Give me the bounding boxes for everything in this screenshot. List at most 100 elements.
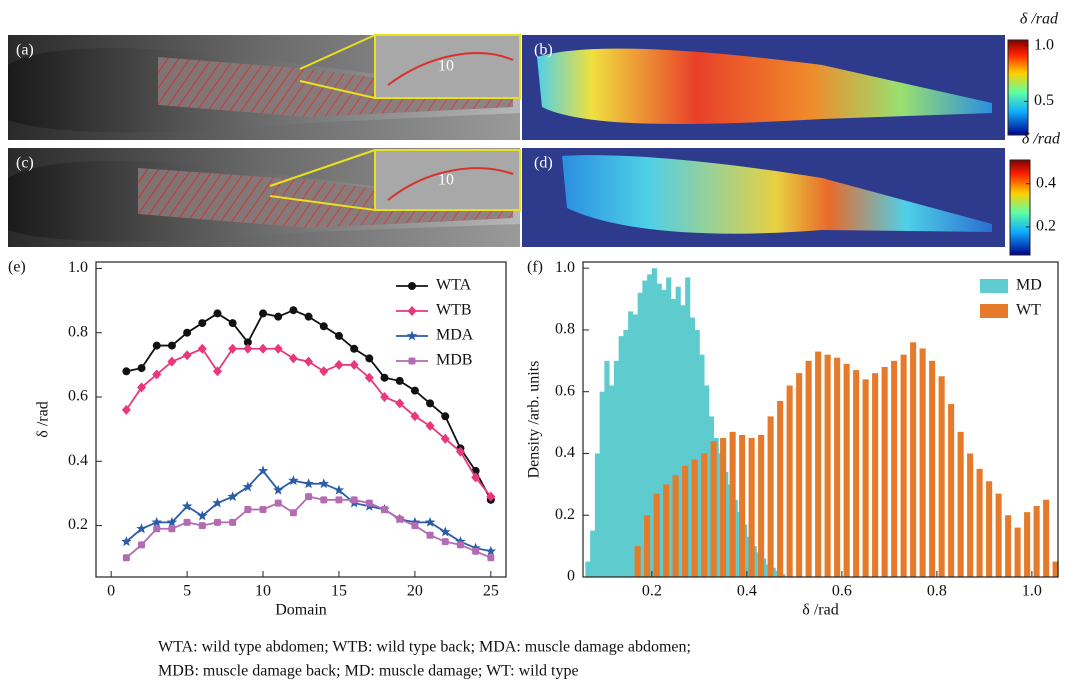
- marker: [409, 516, 421, 527]
- marker: [380, 373, 389, 382]
- y-tick-label: 0.6: [68, 388, 88, 405]
- x-tick-label: 10: [255, 583, 271, 600]
- marker: [121, 404, 131, 415]
- marker: [289, 509, 297, 517]
- marker: [305, 493, 313, 501]
- x-tick-label: 0.4: [737, 583, 757, 600]
- legend-label: MD: [1016, 277, 1042, 294]
- inset-label: 10: [438, 58, 454, 75]
- histogram-bar: [585, 561, 591, 577]
- histogram-bar: [634, 546, 641, 577]
- marker: [350, 344, 359, 353]
- marker: [441, 412, 450, 421]
- marker: [181, 500, 193, 511]
- histogram-bar: [618, 336, 624, 577]
- histogram-bar: [670, 299, 677, 577]
- marker: [410, 411, 420, 422]
- histogram-bar: [843, 363, 850, 577]
- histogram-bar: [1005, 515, 1012, 577]
- marker: [166, 516, 178, 527]
- marker: [121, 536, 132, 547]
- marker: [243, 343, 253, 354]
- marker: [228, 319, 237, 328]
- marker: [182, 350, 192, 361]
- legend-label: MDB: [436, 352, 472, 369]
- marker: [395, 376, 404, 385]
- histogram-bar: [881, 367, 888, 577]
- histogram-bar: [853, 370, 860, 577]
- marker: [335, 496, 343, 504]
- marker: [243, 338, 252, 347]
- marker: [273, 343, 283, 354]
- inset-label: 10: [438, 172, 454, 189]
- x-tick-label: 15: [331, 583, 347, 600]
- histogram-bar: [691, 459, 698, 577]
- colorbar-title: δ /rad: [1022, 131, 1061, 148]
- histogram-bar: [900, 354, 907, 577]
- panel-d: (d): [522, 148, 1005, 247]
- marker: [395, 398, 405, 409]
- histogram-bar: [739, 434, 746, 577]
- marker: [152, 369, 162, 380]
- y-axis-label: Density /arb. units: [526, 361, 543, 479]
- legend-marker: [406, 330, 418, 341]
- histogram-bar: [661, 289, 667, 577]
- y-tick-label: 0.2: [555, 506, 575, 523]
- histogram-bar: [1052, 561, 1059, 577]
- histogram-bar: [767, 416, 774, 577]
- panel-label: (f): [527, 259, 543, 276]
- marker: [365, 499, 373, 507]
- histogram-bar: [689, 317, 696, 577]
- marker: [258, 343, 268, 354]
- histogram-bar: [986, 481, 993, 577]
- marker: [486, 491, 496, 502]
- y-tick-label: 0.8: [68, 323, 88, 340]
- marker: [259, 309, 268, 318]
- y-tick-label: 1.0: [555, 259, 575, 276]
- histogram-bar: [929, 360, 936, 577]
- histogram-bar: [609, 385, 615, 577]
- histogram-bar: [1014, 527, 1021, 577]
- marker: [213, 309, 222, 318]
- histogram-bar: [590, 530, 596, 577]
- x-tick-label: 0.8: [927, 583, 947, 600]
- legend-marker: [407, 306, 417, 316]
- marker: [198, 319, 207, 328]
- histogram-bar: [628, 311, 634, 577]
- histogram-bar: [995, 493, 1002, 577]
- legend-swatch: [980, 304, 1008, 318]
- histogram-bar: [1024, 512, 1031, 577]
- marker: [242, 481, 254, 492]
- histogram-bar: [701, 453, 708, 577]
- marker: [257, 465, 269, 476]
- marker: [227, 491, 238, 502]
- y-tick-label: 0.2: [68, 516, 88, 533]
- legend-label: MDA: [436, 327, 474, 344]
- colorbar: [1007, 39, 1029, 136]
- panel-b: (b): [522, 35, 1005, 140]
- marker: [152, 341, 161, 350]
- histogram-bar: [637, 292, 643, 577]
- marker: [334, 331, 343, 340]
- colorbar-tick-label: 1.0: [1034, 36, 1054, 53]
- marker: [288, 353, 298, 364]
- marker: [455, 446, 465, 457]
- legend-label: WT: [1016, 302, 1041, 319]
- histogram-bar: [748, 438, 755, 577]
- histogram-bar: [891, 360, 898, 577]
- x-tick-label: 0.6: [832, 583, 852, 600]
- panel-a: (a) 10: [8, 34, 521, 140]
- marker: [153, 525, 161, 533]
- marker: [440, 433, 450, 444]
- marker: [259, 506, 267, 513]
- marker: [244, 506, 252, 513]
- marker: [319, 322, 328, 331]
- histogram-bar: [682, 465, 689, 577]
- histogram-bar: [666, 277, 672, 577]
- marker: [213, 518, 221, 526]
- histogram-bar: [694, 329, 700, 577]
- x-tick-label: 25: [483, 583, 499, 600]
- histogram-bar: [758, 434, 765, 577]
- marker: [303, 478, 314, 489]
